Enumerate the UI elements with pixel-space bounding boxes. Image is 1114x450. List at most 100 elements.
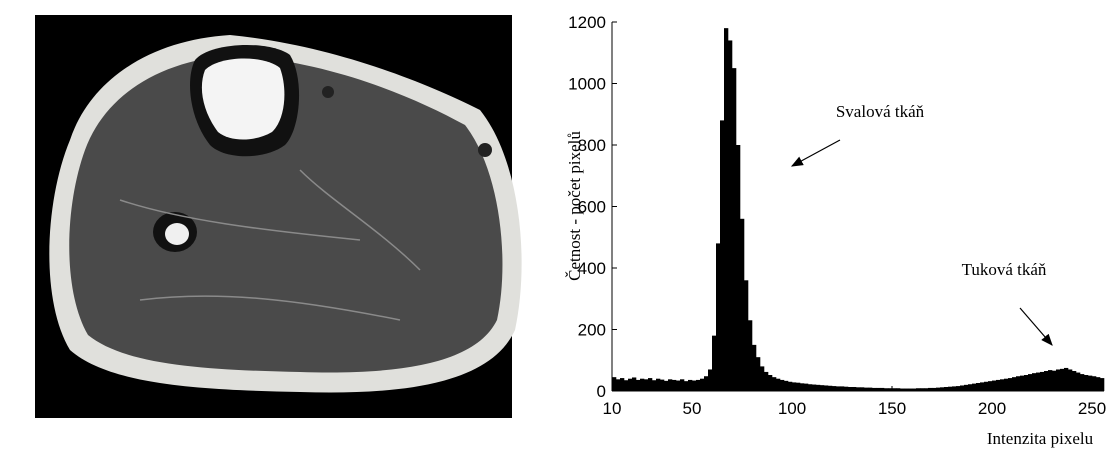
bar bbox=[1088, 375, 1093, 391]
bar bbox=[920, 388, 925, 391]
bar bbox=[764, 371, 769, 391]
bar bbox=[976, 383, 981, 391]
bar bbox=[736, 145, 741, 391]
y-tick-label: 800 bbox=[578, 136, 606, 155]
bar bbox=[1064, 367, 1069, 391]
y-axis-label: Četnost - počet pixelů bbox=[565, 131, 584, 281]
bar bbox=[876, 387, 881, 391]
bar bbox=[856, 387, 861, 391]
bar bbox=[756, 357, 761, 391]
mri-image bbox=[35, 15, 522, 418]
bar bbox=[692, 380, 697, 391]
bar bbox=[732, 68, 737, 391]
bar bbox=[944, 387, 949, 391]
bar bbox=[772, 377, 777, 391]
bar bbox=[868, 387, 873, 391]
bar bbox=[672, 379, 677, 391]
bar bbox=[656, 378, 661, 391]
bar bbox=[1004, 378, 1009, 391]
bar bbox=[848, 387, 853, 391]
bar bbox=[924, 388, 929, 391]
bar bbox=[644, 379, 649, 391]
bar bbox=[712, 335, 717, 391]
bar bbox=[1048, 370, 1053, 391]
bar bbox=[784, 380, 789, 391]
bar bbox=[676, 380, 681, 391]
bar bbox=[640, 378, 645, 391]
x-axis-label: Intenzita pixelu bbox=[987, 429, 1094, 448]
bar bbox=[628, 378, 633, 391]
bar bbox=[808, 384, 813, 391]
bar bbox=[720, 120, 725, 392]
bar bbox=[832, 386, 837, 391]
bar bbox=[888, 388, 893, 391]
bar bbox=[664, 380, 669, 391]
bar bbox=[620, 378, 625, 391]
bar bbox=[688, 379, 693, 391]
bar bbox=[752, 344, 757, 391]
bar bbox=[1012, 377, 1017, 391]
bar bbox=[812, 384, 817, 391]
bar bbox=[820, 385, 825, 391]
annotation-arrow bbox=[1019, 307, 1053, 346]
y-tick-label: 600 bbox=[578, 198, 606, 217]
bar bbox=[1044, 371, 1049, 391]
bar bbox=[632, 377, 637, 391]
bar bbox=[968, 384, 973, 391]
bar bbox=[1008, 378, 1013, 391]
bar bbox=[880, 387, 885, 391]
bar bbox=[1080, 374, 1085, 391]
bar bbox=[624, 380, 629, 391]
bar bbox=[800, 383, 805, 391]
bar bbox=[760, 366, 765, 391]
bar bbox=[668, 379, 673, 391]
x-tick-label: 250 bbox=[1078, 399, 1106, 418]
bar bbox=[636, 379, 641, 391]
bar bbox=[648, 378, 653, 391]
bar bbox=[1092, 376, 1097, 391]
bar bbox=[992, 380, 997, 391]
bar bbox=[932, 387, 937, 391]
bar bbox=[1084, 375, 1089, 391]
bar bbox=[988, 381, 993, 391]
bar bbox=[652, 380, 657, 391]
bar bbox=[908, 388, 913, 391]
bar bbox=[1052, 370, 1057, 391]
bar bbox=[1096, 377, 1101, 391]
bar bbox=[724, 28, 729, 392]
bar bbox=[744, 280, 749, 391]
bar bbox=[1036, 372, 1041, 391]
bar bbox=[900, 388, 905, 391]
bar bbox=[1024, 375, 1029, 391]
bar bbox=[1016, 376, 1021, 391]
bar bbox=[1040, 371, 1045, 391]
bar bbox=[680, 379, 685, 391]
bar bbox=[872, 387, 877, 391]
bar bbox=[748, 320, 753, 391]
x-tick-label: 200 bbox=[978, 399, 1006, 418]
x-tick-label: 150 bbox=[878, 399, 906, 418]
bar bbox=[1020, 375, 1025, 391]
bar bbox=[1060, 368, 1065, 391]
bar bbox=[1028, 374, 1033, 391]
bar bbox=[708, 369, 713, 391]
bar bbox=[984, 381, 989, 391]
bar bbox=[804, 383, 809, 391]
bar bbox=[788, 381, 793, 391]
bar bbox=[896, 388, 901, 391]
y-tick-label: 400 bbox=[578, 259, 606, 278]
bar bbox=[912, 388, 917, 391]
bar bbox=[684, 381, 689, 391]
bar bbox=[616, 379, 621, 391]
y-tick-label: 200 bbox=[578, 321, 606, 340]
bar bbox=[1056, 369, 1061, 391]
bar bbox=[852, 387, 857, 391]
bar bbox=[892, 388, 897, 391]
bar bbox=[844, 386, 849, 391]
bar bbox=[792, 382, 797, 391]
y-tick-label: 1000 bbox=[568, 75, 606, 94]
bar bbox=[980, 382, 985, 391]
y-tick-label: 1200 bbox=[568, 13, 606, 32]
bar bbox=[860, 387, 865, 391]
